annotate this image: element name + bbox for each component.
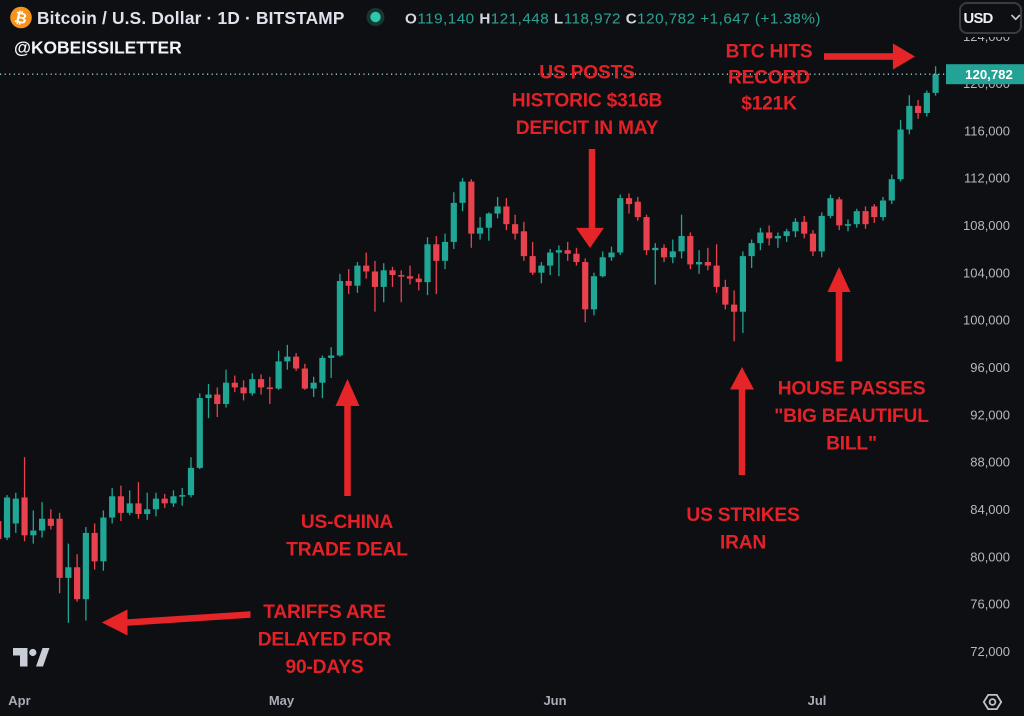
- svg-text:TARIFFS ARE: TARIFFS ARE: [263, 602, 386, 623]
- svg-text:₿: ₿: [13, 9, 29, 28]
- svg-text:100,000: 100,000: [963, 313, 1010, 328]
- svg-text:US POSTS: US POSTS: [539, 63, 635, 84]
- svg-text:HISTORIC $316B: HISTORIC $316B: [512, 90, 662, 111]
- svg-text:"BIG BEAUTIFUL: "BIG BEAUTIFUL: [774, 406, 929, 427]
- svg-text:120,782: 120,782: [965, 67, 1013, 82]
- svg-text:112,000: 112,000: [964, 171, 1010, 186]
- svg-text:96,000: 96,000: [970, 360, 1010, 375]
- svg-text:80,000: 80,000: [970, 549, 1010, 564]
- svg-text:$121K: $121K: [741, 94, 797, 115]
- svg-text:US STRIKES: US STRIKES: [686, 505, 800, 526]
- svg-text:92,000: 92,000: [970, 407, 1010, 422]
- svg-text:90-DAYS: 90-DAYS: [286, 657, 364, 678]
- svg-text:IRAN: IRAN: [720, 533, 766, 554]
- svg-text:TRADE DEAL: TRADE DEAL: [286, 540, 408, 561]
- svg-text:Bitcoin / U.S. Dollar · 1D · B: Bitcoin / U.S. Dollar · 1D · BITSTAMP: [37, 8, 345, 28]
- svg-text:HOUSE PASSES: HOUSE PASSES: [778, 379, 926, 400]
- svg-text:Apr: Apr: [8, 693, 30, 708]
- svg-text:Jul: Jul: [808, 693, 827, 708]
- svg-text:104,000: 104,000: [963, 265, 1010, 280]
- svg-text:88,000: 88,000: [970, 455, 1010, 470]
- svg-text:72,000: 72,000: [970, 644, 1010, 659]
- svg-text:DEFICIT IN MAY: DEFICIT IN MAY: [516, 118, 659, 139]
- svg-text:116,000: 116,000: [964, 123, 1010, 138]
- svg-text:Jun: Jun: [543, 693, 566, 708]
- svg-text:DELAYED FOR: DELAYED FOR: [258, 630, 392, 651]
- svg-text:BILL": BILL": [826, 434, 877, 455]
- svg-text:BTC HITS: BTC HITS: [726, 41, 813, 62]
- svg-text:RECORD: RECORD: [728, 68, 810, 89]
- svg-text:US-CHINA: US-CHINA: [301, 512, 394, 533]
- svg-text:108,000: 108,000: [963, 218, 1010, 233]
- svg-text:May: May: [269, 693, 295, 708]
- svg-text:84,000: 84,000: [970, 502, 1010, 517]
- svg-text:O119,140 H121,448 L118,972 C12: O119,140 H121,448 L118,972 C120,782 +1,6…: [405, 11, 821, 28]
- svg-text:@KOBEISSILETTER: @KOBEISSILETTER: [14, 38, 182, 58]
- svg-text:USD: USD: [964, 11, 994, 27]
- svg-text:76,000: 76,000: [970, 597, 1010, 612]
